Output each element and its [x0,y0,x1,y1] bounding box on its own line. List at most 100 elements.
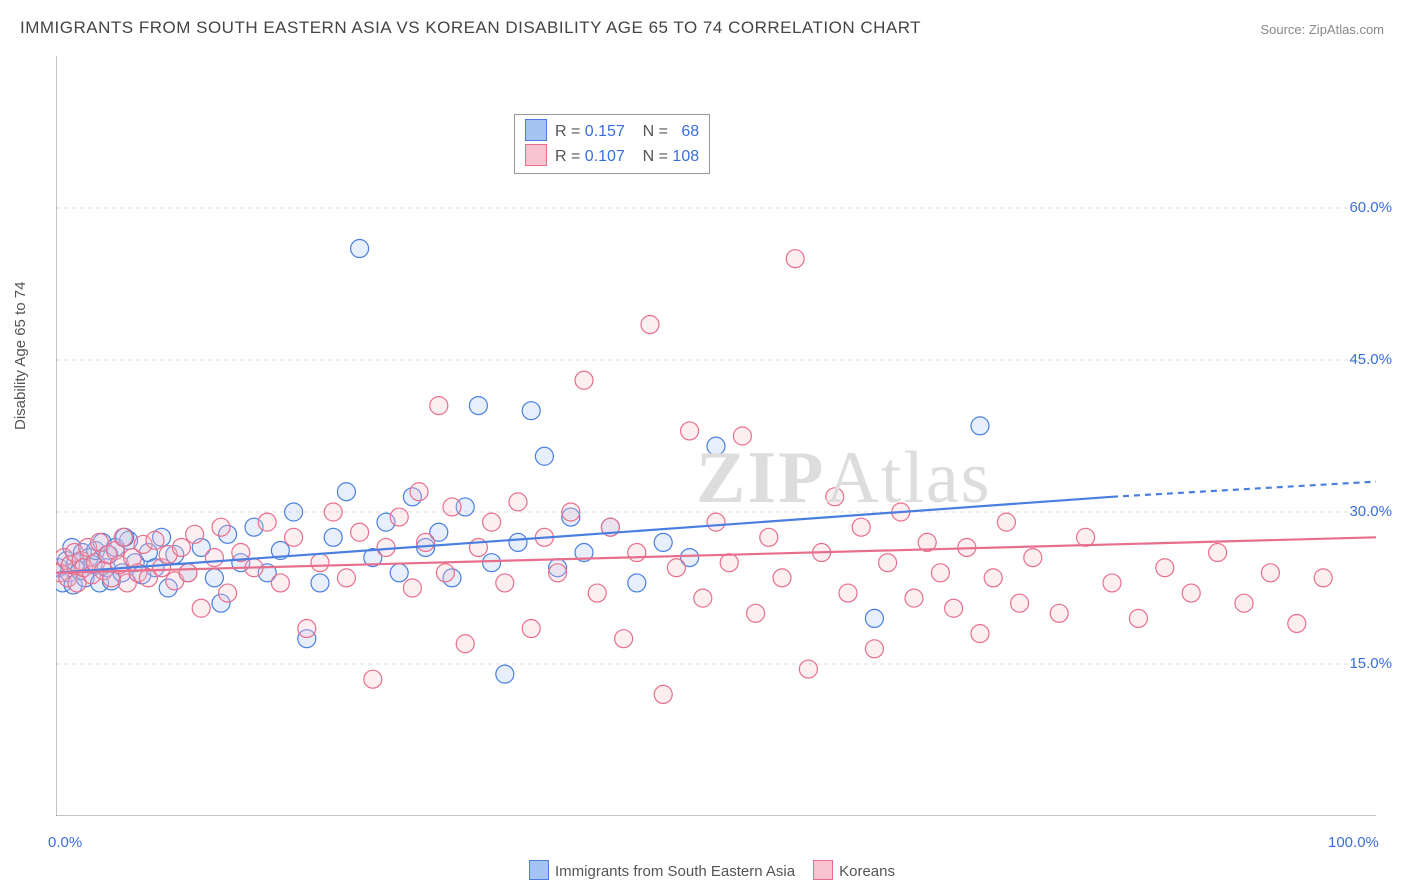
data-point [905,589,923,607]
data-point [390,508,408,526]
data-point [1235,594,1253,612]
legend-swatch [529,860,549,880]
data-point [311,574,329,592]
data-point [1129,609,1147,627]
data-point [654,533,672,551]
data-point [377,538,395,556]
data-point [628,574,646,592]
data-point [839,584,857,602]
data-point [258,513,276,531]
data-point [1182,584,1200,602]
data-point [1314,569,1332,587]
data-point [509,493,527,511]
data-point [971,625,989,643]
legend-stats: R = 0.157 N = 68 [555,123,699,140]
chart-title: IMMIGRANTS FROM SOUTH EASTERN ASIA VS KO… [20,18,921,38]
data-point [773,569,791,587]
data-point [799,660,817,678]
data-point [351,523,369,541]
data-point [654,685,672,703]
data-point [997,513,1015,531]
data-point [522,620,540,638]
data-point [337,569,355,587]
data-point [146,531,164,549]
stats-legend: R = 0.157 N = 68 R = 0.107 N = 108 [514,114,710,174]
data-point [219,584,237,602]
data-point [469,397,487,415]
data-point [1024,549,1042,567]
data-point [575,371,593,389]
data-point [483,554,501,572]
data-point [285,528,303,546]
data-point [1288,614,1306,632]
data-point [443,498,461,516]
data-point [186,525,204,543]
data-point [760,528,778,546]
data-point [786,250,804,268]
data-point [879,554,897,572]
data-point [403,579,421,597]
data-point [1077,528,1095,546]
legend-row: R = 0.107 N = 108 [525,144,699,169]
data-point [417,533,435,551]
data-point [205,569,223,587]
data-point [971,417,989,435]
data-point [114,528,132,546]
data-point [337,483,355,501]
data-point [865,640,883,658]
source-label: Source: ZipAtlas.com [1260,22,1384,37]
legend-swatch [813,860,833,880]
data-point [1011,594,1029,612]
data-point [865,609,883,627]
chart-area: ZIPAtlas R = 0.157 N = 68 R = 0.107 N = 1… [56,56,1376,816]
data-point [298,620,316,638]
legend-swatch [525,119,547,141]
legend-label: Immigrants from South Eastern Asia [555,863,795,880]
data-point [496,574,514,592]
data-point [1156,559,1174,577]
data-point [522,402,540,420]
data-point [1050,604,1068,622]
data-point [285,503,303,521]
data-point [747,604,765,622]
y-tick-label: 30.0% [1349,503,1392,520]
legend-stats: R = 0.107 N = 108 [555,148,699,165]
data-point [456,635,474,653]
series-legend: Immigrants from South Eastern Asia Korean… [0,860,1406,880]
data-point [410,483,428,501]
data-point [483,513,501,531]
data-point [628,544,646,562]
data-point [509,533,527,551]
data-point [1103,574,1121,592]
data-point [179,564,197,582]
data-point [430,397,448,415]
data-point [436,564,454,582]
trend-line-extrapolated [1112,482,1376,497]
data-point [212,518,230,536]
y-tick-label: 15.0% [1349,655,1392,672]
data-point [192,599,210,617]
legend-row: R = 0.157 N = 68 [525,119,699,144]
data-point [535,447,553,465]
data-point [931,564,949,582]
data-point [588,584,606,602]
data-point [271,574,289,592]
data-point [172,538,190,556]
y-tick-label: 60.0% [1349,199,1392,216]
y-axis-label: Disability Age 65 to 74 [12,282,29,430]
data-point [496,665,514,683]
watermark: ZIPAtlas [696,436,992,521]
data-point [945,599,963,617]
data-point [311,554,329,572]
data-point [694,589,712,607]
data-point [351,240,369,258]
legend-label: Koreans [839,863,895,880]
data-point [205,549,223,567]
data-point [364,670,382,688]
x-tick-label: 100.0% [1328,834,1379,851]
data-point [641,316,659,334]
data-point [1261,564,1279,582]
data-point [615,630,633,648]
legend-swatch [525,144,547,166]
data-point [984,569,1002,587]
